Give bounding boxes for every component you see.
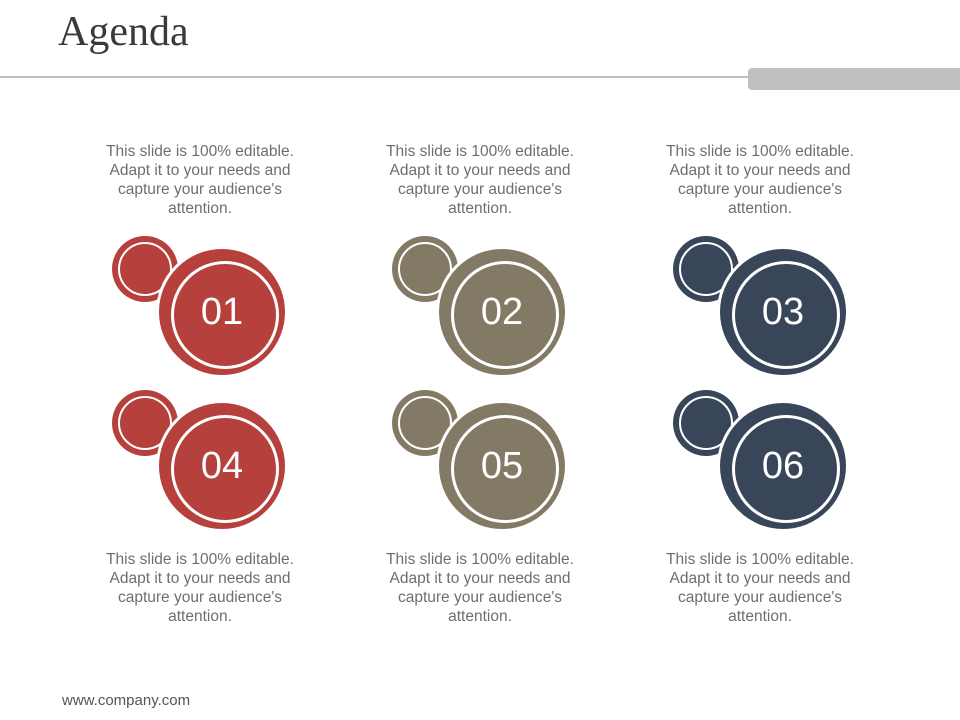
agenda-node-05: 05: [392, 390, 572, 540]
item-05-description: This slide is 100% editable. Adapt it to…: [386, 551, 574, 625]
agenda-number: 01: [200, 291, 244, 333]
large-circle-icon: [156, 400, 288, 532]
large-circle-icon: [717, 400, 849, 532]
item-02-description: This slide is 100% editable. Adapt it to…: [386, 143, 574, 217]
agenda-node-02: 02: [392, 236, 572, 386]
title-divider-tab: [748, 68, 960, 90]
item-06-description: This slide is 100% editable. Adapt it to…: [666, 551, 854, 625]
agenda-number: 06: [761, 445, 805, 487]
item-01-description: This slide is 100% editable. Adapt it to…: [106, 143, 294, 217]
large-circle-icon: [156, 246, 288, 378]
large-circle-icon: [436, 246, 568, 378]
title-divider: [0, 76, 752, 78]
page-title: Agenda: [58, 9, 189, 55]
agenda-node-06: 06: [673, 390, 853, 540]
agenda-number: 04: [200, 445, 244, 487]
agenda-node-01: 01: [112, 236, 292, 386]
small-circle-icon: [112, 236, 178, 302]
large-circle-icon: [436, 400, 568, 532]
agenda-number: 03: [761, 291, 805, 333]
agenda-number: 05: [480, 445, 524, 487]
agenda-number: 02: [480, 291, 524, 333]
footer-url: www.company.com: [62, 692, 191, 709]
agenda-node-04: 04: [112, 390, 292, 540]
agenda-node-03: 03: [673, 236, 853, 386]
item-04-description: This slide is 100% editable. Adapt it to…: [106, 551, 294, 625]
item-03-description: This slide is 100% editable. Adapt it to…: [666, 143, 854, 217]
large-circle-icon: [717, 246, 849, 378]
